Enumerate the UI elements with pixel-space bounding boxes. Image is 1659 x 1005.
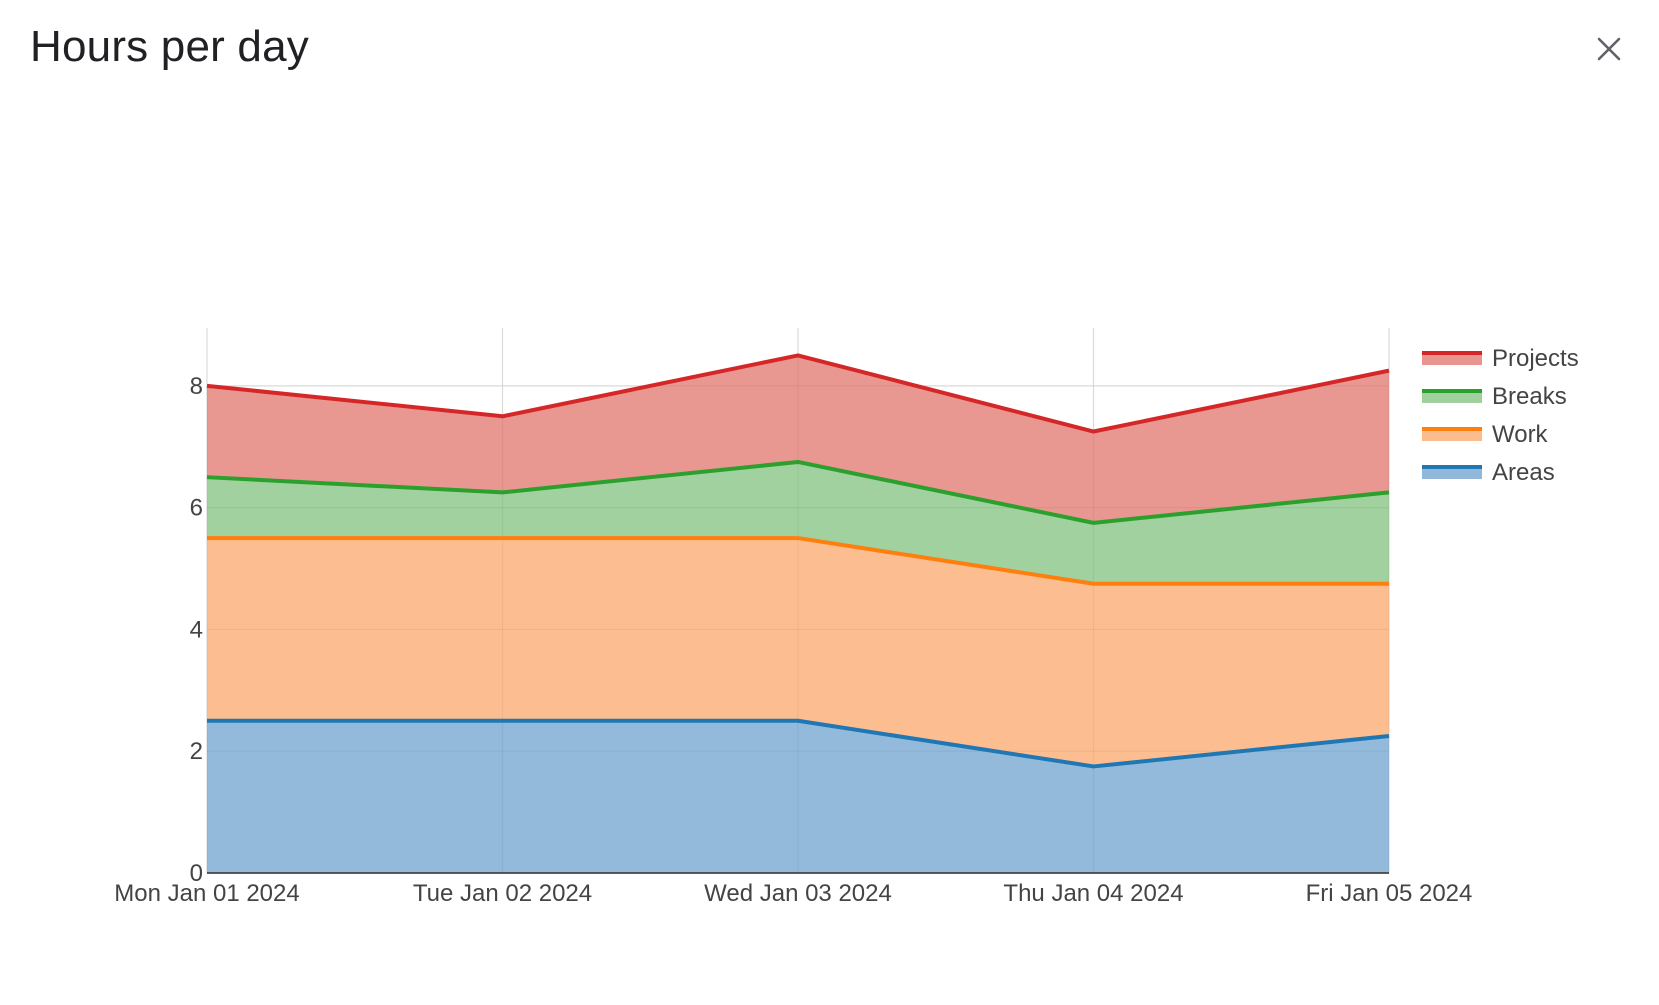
legend-label-areas: Areas: [1492, 459, 1555, 486]
x-tick-label: Tue Jan 02 2024: [413, 880, 592, 907]
legend-item-areas: Areas: [1422, 459, 1555, 486]
y-tick-label: 6: [190, 495, 203, 522]
y-tick-label: 4: [190, 616, 203, 643]
legend-item-work: Work: [1422, 421, 1549, 448]
y-tick-label: 8: [190, 373, 203, 400]
x-tick-label: Thu Jan 04 2024: [1003, 880, 1183, 907]
x-tick-label: Mon Jan 01 2024: [114, 880, 299, 907]
x-tick-label: Fri Jan 05 2024: [1306, 880, 1473, 907]
area-fills: [207, 328, 1389, 873]
y-tick-label: 2: [190, 738, 203, 765]
legend-item-breaks: Breaks: [1422, 383, 1567, 410]
legend: Projects Breaks Work Areas: [1422, 345, 1579, 486]
legend-label-breaks: Breaks: [1492, 383, 1567, 410]
legend-label-projects: Projects: [1492, 345, 1579, 372]
x-tick-label: Wed Jan 03 2024: [704, 880, 892, 907]
legend-item-projects: Projects: [1422, 345, 1579, 372]
legend-label-work: Work: [1492, 421, 1549, 448]
